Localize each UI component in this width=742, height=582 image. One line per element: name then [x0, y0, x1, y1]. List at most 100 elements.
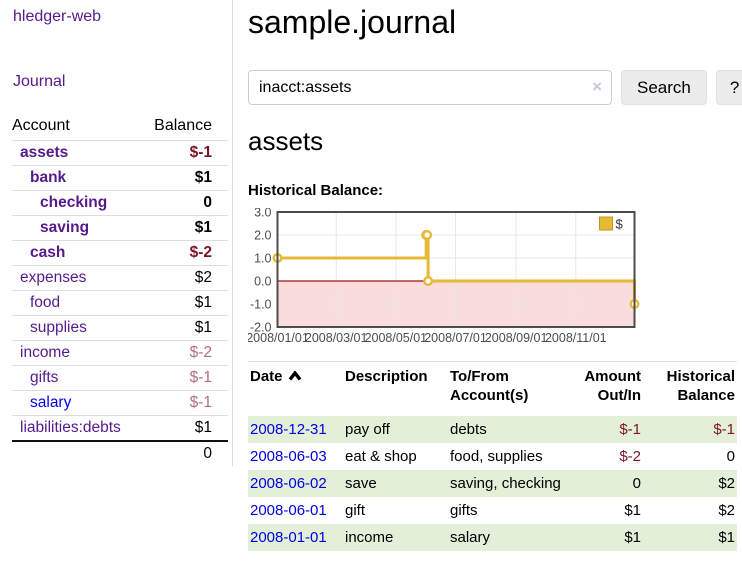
page-title: sample.journal [248, 4, 457, 40]
account-row-expenses: expenses $2 [12, 265, 228, 291]
account-balance: $1 [140, 315, 228, 341]
account-link-bank[interactable]: bank [30, 169, 67, 186]
register-row: 2008-12-31 pay off debts $-1 $-1 [248, 416, 737, 443]
search-row: × Search ? [248, 70, 742, 105]
register-row: 2008-06-02 save saving, checking 0 $2 [248, 470, 737, 497]
help-button[interactable]: ? [715, 70, 742, 105]
transaction-description: pay off [345, 421, 390, 438]
transaction-amount: 0 [632, 475, 641, 492]
accounts-total-row: 0 [12, 440, 228, 466]
main-content: sample.journal × Search ? assets Histori… [233, 0, 742, 551]
svg-text:2008/01/01: 2008/01/01 [248, 331, 309, 345]
transaction-date-link[interactable]: 2008-06-02 [250, 475, 327, 492]
app-brand: hledger-web [13, 8, 232, 26]
transaction-balance: $2 [718, 502, 735, 519]
account-row-supplies: supplies $1 [12, 315, 228, 341]
svg-text:1.0: 1.0 [254, 252, 271, 266]
register-row: 2008-01-01 income salary $1 $1 [248, 524, 737, 551]
transaction-balance: $2 [718, 475, 735, 492]
account-balance: $1 [140, 290, 228, 316]
svg-text:2008/11/01: 2008/11/01 [545, 331, 607, 345]
svg-text:3.0: 3.0 [254, 208, 271, 220]
transaction-balance: 0 [726, 448, 735, 465]
transaction-accounts: saving, checking [450, 475, 561, 492]
transaction-date-link[interactable]: 2008-06-03 [250, 448, 327, 465]
account-row-gifts: gifts $-1 [12, 365, 228, 391]
search-input[interactable] [248, 70, 612, 105]
account-row-bank: bank $1 [12, 165, 228, 191]
register-row: 2008-06-01 gift gifts $1 $2 [248, 497, 737, 524]
register-header-description: Description [345, 368, 428, 385]
account-link-salary[interactable]: salary [30, 394, 72, 411]
account-row-saving: saving $1 [12, 215, 228, 241]
transaction-balance: $1 [718, 529, 735, 546]
app-brand-link[interactable]: hledger-web [13, 8, 102, 25]
account-link-food[interactable]: food [30, 294, 61, 311]
transaction-accounts: salary [450, 529, 491, 546]
account-row-food: food $1 [12, 290, 228, 316]
transaction-balance: $-1 [713, 421, 735, 438]
transaction-date-link[interactable]: 2008-01-01 [250, 529, 327, 546]
transaction-description: gift [345, 502, 366, 519]
account-balance: $-1 [140, 365, 228, 391]
accounts-header-balance: Balance [154, 117, 212, 134]
transaction-date-link[interactable]: 2008-12-31 [250, 421, 327, 438]
svg-text:-2.0: -2.0 [250, 321, 272, 335]
svg-text:0.0: 0.0 [254, 275, 271, 289]
register-row: 2008-06-03 eat & shop food, supplies $-2 0 [248, 443, 737, 470]
svg-text:2008/07/01: 2008/07/01 [424, 331, 487, 345]
svg-text:2008/09/01: 2008/09/01 [485, 331, 548, 345]
register-table: Date Description To/From Account(s) Amou… [248, 361, 737, 551]
transaction-description: income [345, 529, 394, 546]
svg-text:2008/05/01: 2008/05/01 [365, 331, 428, 345]
account-row-liabilities-debts: liabilities:debts $1 [12, 415, 228, 441]
account-link-cash[interactable]: cash [30, 244, 66, 261]
transaction-date-link[interactable]: 2008-06-01 [250, 502, 327, 519]
account-row-checking: checking 0 [12, 190, 228, 216]
account-link-gifts[interactable]: gifts [30, 369, 59, 386]
historical-balance-chart: $3.0 2.0 1.0 0.0 -1.0 -2.0 2008/01/01 2008/03/0… [246, 206, 742, 348]
account-balance: $-2 [140, 340, 228, 366]
register-header-date[interactable]: Date [248, 362, 343, 417]
transaction-amount: $1 [624, 529, 641, 546]
svg-text:$: $ [616, 217, 624, 232]
register-header-amount: Amount Out/In [584, 368, 641, 404]
transaction-accounts: debts [450, 421, 487, 438]
account-link-supplies[interactable]: supplies [30, 319, 87, 336]
account-balance: $-1 [140, 140, 228, 166]
accounts-total-spacer [12, 440, 141, 466]
svg-text:-1.0: -1.0 [250, 298, 272, 312]
account-link-income[interactable]: income [20, 344, 70, 361]
account-balance: $-1 [140, 390, 228, 416]
journal-link[interactable]: Journal [13, 73, 66, 90]
chart-title: Historical Balance: [248, 182, 384, 199]
account-row-salary: salary $-1 [12, 390, 228, 416]
clear-search-icon[interactable]: × [592, 77, 602, 96]
accounts-table: Account Balance assets $-1 bank $1 checking 0… [12, 114, 228, 466]
transaction-description: eat & shop [345, 448, 417, 465]
account-link-expenses[interactable]: expenses [20, 269, 87, 286]
transaction-amount: $1 [624, 502, 641, 519]
account-link-assets[interactable]: assets [20, 144, 69, 161]
account-balance: $-2 [140, 240, 228, 266]
search-button[interactable]: Search [621, 70, 707, 105]
svg-text:2.0: 2.0 [254, 229, 271, 243]
account-link-saving[interactable]: saving [40, 219, 90, 236]
account-balance: $1 [140, 165, 228, 191]
transaction-accounts: food, supplies [450, 448, 543, 465]
search-field-wrap: × [248, 70, 612, 105]
account-link-checking[interactable]: checking [40, 194, 108, 211]
svg-text:2008/03/01: 2008/03/01 [305, 331, 368, 345]
account-balance: $2 [140, 265, 228, 291]
register-header-accounts: To/From Account(s) [450, 368, 529, 404]
account-row-income: income $-2 [12, 340, 228, 366]
sidebar: hledger-web Journal Account Balance asse… [0, 0, 233, 466]
transaction-amount: $-2 [619, 448, 641, 465]
accounts-header-row: Account Balance [12, 114, 228, 141]
account-row-assets: assets $-1 [12, 140, 228, 166]
accounts-total-value: 0 [140, 440, 228, 466]
register-header-row: Date Description To/From Account(s) Amou… [248, 362, 737, 417]
register-header-balance: Historical Balance [666, 368, 735, 404]
transaction-description: save [345, 475, 377, 492]
account-link-liabilities-debts[interactable]: liabilities:debts [20, 419, 121, 436]
